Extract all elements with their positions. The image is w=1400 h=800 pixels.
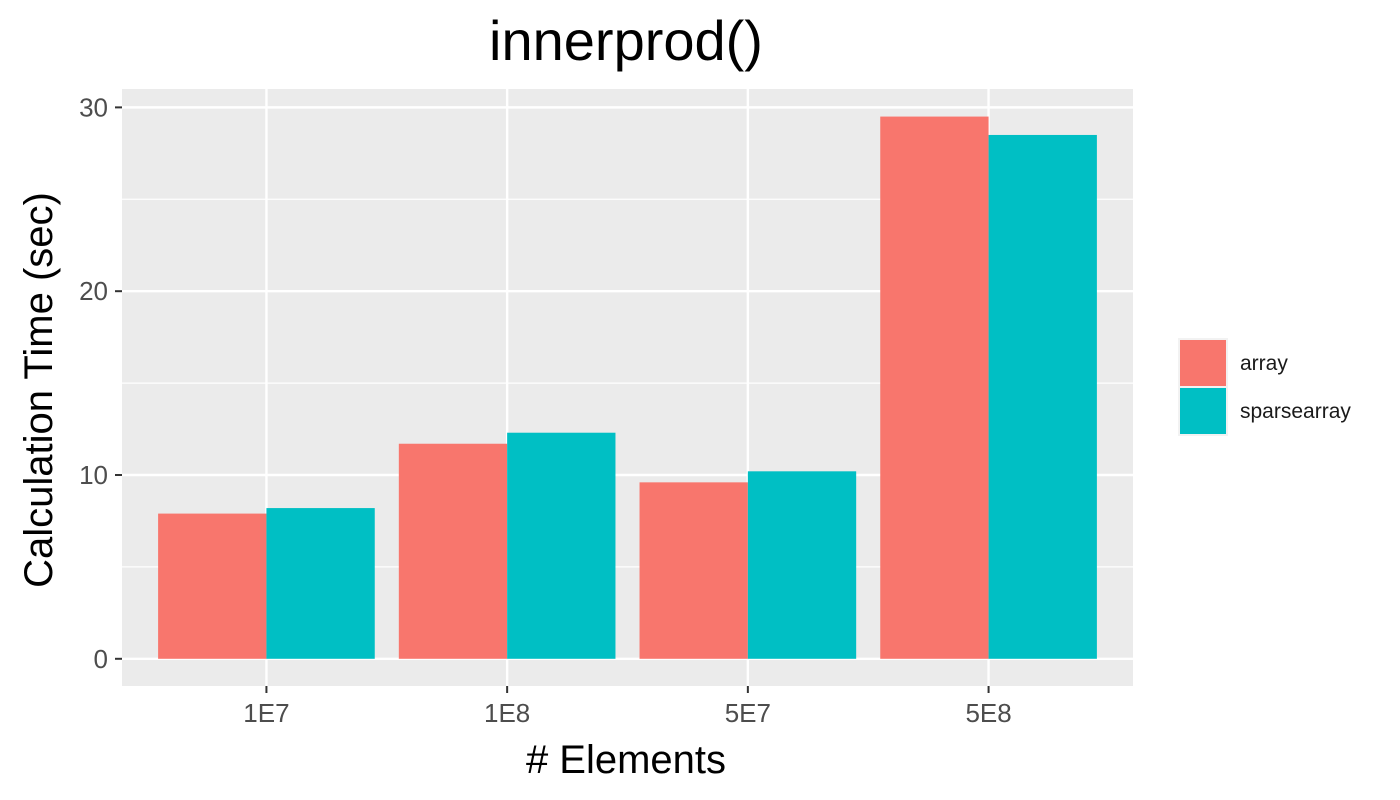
y-tick-label: 0 — [94, 644, 108, 674]
y-axis: 0 10 20 30 — [79, 92, 122, 674]
bars — [158, 116, 1097, 659]
bar-array-1E7 — [158, 513, 267, 659]
legend-label-sparsearray: sparsearray — [1240, 400, 1351, 423]
legend: array sparsearray — [1178, 338, 1351, 436]
y-tick-label: 20 — [79, 276, 108, 306]
x-tick-label: 1E7 — [243, 698, 289, 728]
bar-array-5E7 — [639, 482, 748, 659]
bar-sparsearray-1E8 — [507, 432, 616, 659]
x-tick-label: 5E7 — [725, 698, 771, 728]
legend-key-array — [1180, 340, 1226, 386]
legend-label-array: array — [1240, 352, 1288, 375]
x-axis-title: # Elements — [526, 738, 726, 782]
bar-array-1E8 — [398, 443, 508, 659]
x-axis: 1E7 1E8 5E7 5E8 — [243, 686, 1012, 728]
bar-array-5E8 — [880, 116, 989, 659]
chart-title: innerprod() — [489, 9, 763, 72]
y-tick-label: 30 — [79, 92, 108, 122]
bar-sparsearray-5E7 — [747, 471, 857, 659]
bar-sparsearray-1E7 — [266, 508, 375, 659]
x-tick-label: 5E8 — [965, 698, 1011, 728]
y-tick-label: 10 — [79, 460, 108, 490]
y-axis-title: Calculation Time (sec) — [17, 192, 61, 588]
legend-key-sparsearray — [1180, 388, 1226, 434]
bar-sparsearray-5E8 — [988, 134, 1097, 659]
x-tick-label: 1E8 — [484, 698, 530, 728]
